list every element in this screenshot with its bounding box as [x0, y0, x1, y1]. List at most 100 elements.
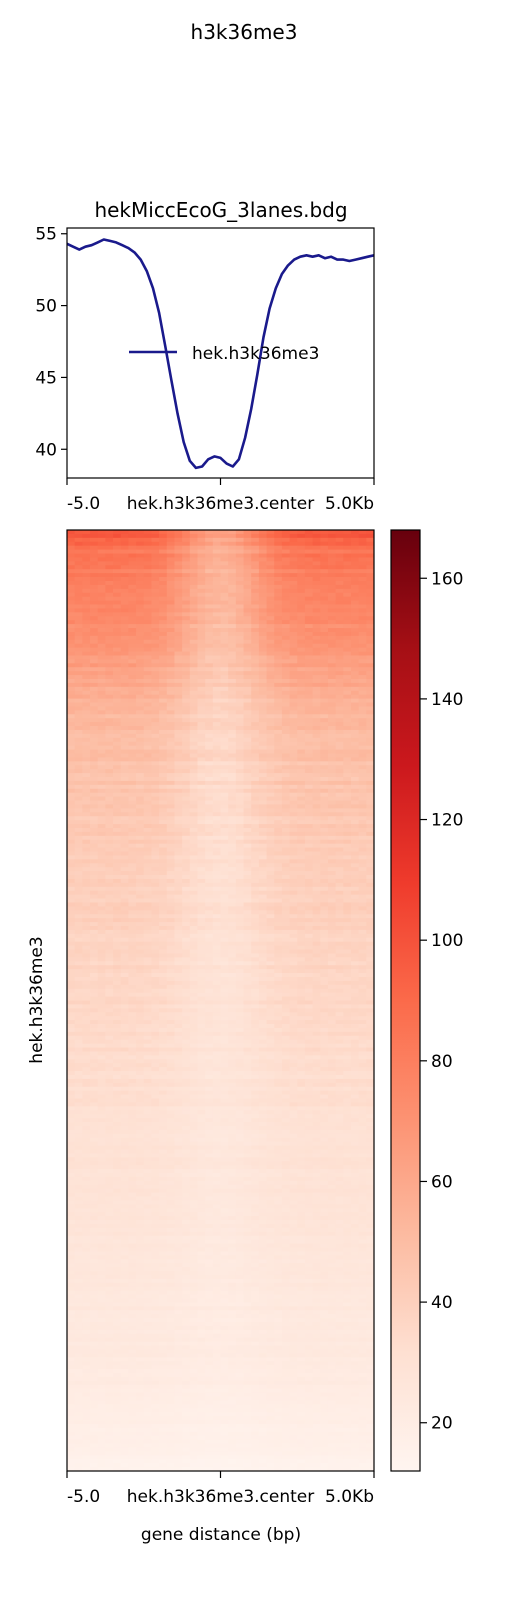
heatmap-cell	[258, 714, 267, 719]
heatmap-cell	[327, 780, 337, 786]
heatmap-cell	[350, 714, 360, 719]
heatmap-cell	[258, 659, 267, 664]
heatmap-cell	[243, 808, 252, 813]
heatmap-cell	[258, 706, 267, 711]
heatmap-cell	[274, 671, 283, 676]
heatmap-cell	[105, 945, 114, 950]
heatmap-cell	[182, 682, 191, 688]
heatmap-cell	[228, 965, 237, 970]
heatmap-cell	[304, 620, 313, 625]
heatmap-cell	[113, 612, 122, 617]
heatmap-cell	[128, 651, 137, 656]
heatmap-cell	[128, 812, 137, 817]
heatmap-cell	[235, 635, 244, 641]
heatmap-cell	[327, 816, 337, 821]
heatmap-cell	[90, 949, 99, 954]
heatmap-cell	[228, 820, 237, 825]
heatmap-cell	[289, 749, 298, 754]
heatmap-cell	[220, 1004, 229, 1009]
heatmap-cell	[90, 702, 99, 707]
heatmap-cell	[350, 580, 360, 586]
heatmap-cell	[320, 1004, 329, 1009]
heatmap-cell	[327, 871, 337, 876]
heatmap-cell	[120, 980, 129, 986]
heatmap-cell	[166, 914, 175, 919]
heatmap-cell	[251, 953, 260, 958]
heatmap-cell	[312, 737, 321, 743]
heatmap-cell	[281, 647, 290, 652]
heatmap-cell	[289, 855, 298, 860]
heatmap-cell	[166, 557, 175, 562]
heatmap-cell	[82, 561, 91, 566]
legend-label: hek.h3k36me3	[192, 344, 319, 364]
heatmap-cell	[174, 780, 183, 786]
heatmap-cell	[159, 784, 168, 790]
heatmap-cell	[235, 812, 244, 817]
heatmap-cell	[312, 659, 321, 664]
heatmap-cell	[74, 808, 83, 813]
heatmap-cell	[82, 749, 91, 754]
heatmap-cell	[358, 702, 367, 707]
heatmap-cell	[266, 988, 275, 994]
heatmap-cell	[120, 804, 129, 809]
heatmap-cell	[82, 937, 91, 943]
heatmap-cell	[235, 1004, 244, 1009]
heatmap-cell	[266, 922, 275, 927]
heatmap-cell	[67, 671, 76, 676]
heatmap-cell	[243, 973, 252, 978]
heatmap-cell	[143, 710, 152, 715]
heatmap-cell	[335, 926, 344, 931]
heatmap-cell	[90, 647, 99, 652]
heatmap-cell	[159, 631, 168, 637]
heatmap-cell	[212, 847, 221, 852]
heatmap-cell	[343, 784, 352, 790]
heatmap-cell	[105, 757, 114, 762]
heatmap-cell	[143, 894, 152, 899]
heatmap-cell	[281, 620, 290, 625]
heatmap-cell	[136, 530, 145, 535]
heatmap-cell	[358, 949, 367, 954]
heatmap-cell	[258, 859, 267, 864]
heatmap-cell	[120, 741, 129, 747]
heatmap-cell	[90, 890, 99, 896]
heatmap-cell	[343, 902, 352, 907]
heatmap-cell	[197, 820, 206, 825]
heatmap-cell	[205, 831, 214, 837]
heatmap-cell	[320, 631, 329, 637]
heatmap-cell	[320, 580, 329, 586]
heatmap-cell	[251, 1008, 260, 1013]
heatmap-cell	[174, 910, 183, 915]
heatmap-cell	[289, 698, 298, 703]
heatmap-cell	[136, 600, 145, 605]
heatmap-cell	[274, 906, 283, 911]
heatmap-cell	[258, 996, 267, 1001]
heatmap-cell	[212, 726, 221, 731]
heatmap-cell	[97, 875, 106, 880]
heatmap-cell	[251, 796, 260, 801]
heatmap-cell	[327, 631, 337, 637]
heatmap-cell	[358, 973, 367, 978]
heatmap-cell	[90, 980, 99, 986]
heatmap-cell	[258, 557, 267, 562]
heatmap-cell	[343, 871, 352, 876]
heatmap-cell	[151, 596, 160, 601]
heatmap-cell	[228, 804, 237, 809]
heatmap-cell	[228, 949, 237, 954]
heatmap-cell	[113, 655, 122, 660]
heatmap-cell	[113, 553, 122, 558]
heatmap-cell	[182, 577, 191, 582]
heatmap-cell	[128, 882, 137, 888]
heatmap-cell	[366, 910, 375, 915]
heatmap-cell	[358, 553, 367, 558]
heatmap-cell	[243, 800, 252, 805]
heatmap-cell	[143, 827, 152, 833]
heatmap-cell	[159, 592, 168, 598]
heatmap-cell	[136, 635, 145, 641]
heatmap-cell	[243, 569, 252, 574]
heatmap-cell	[251, 651, 260, 656]
heatmap-cell	[74, 741, 83, 747]
heatmap-cell	[166, 569, 175, 574]
heatmap-cell	[174, 537, 183, 543]
heatmap-cell	[120, 702, 129, 707]
heatmap-cell	[136, 769, 145, 774]
